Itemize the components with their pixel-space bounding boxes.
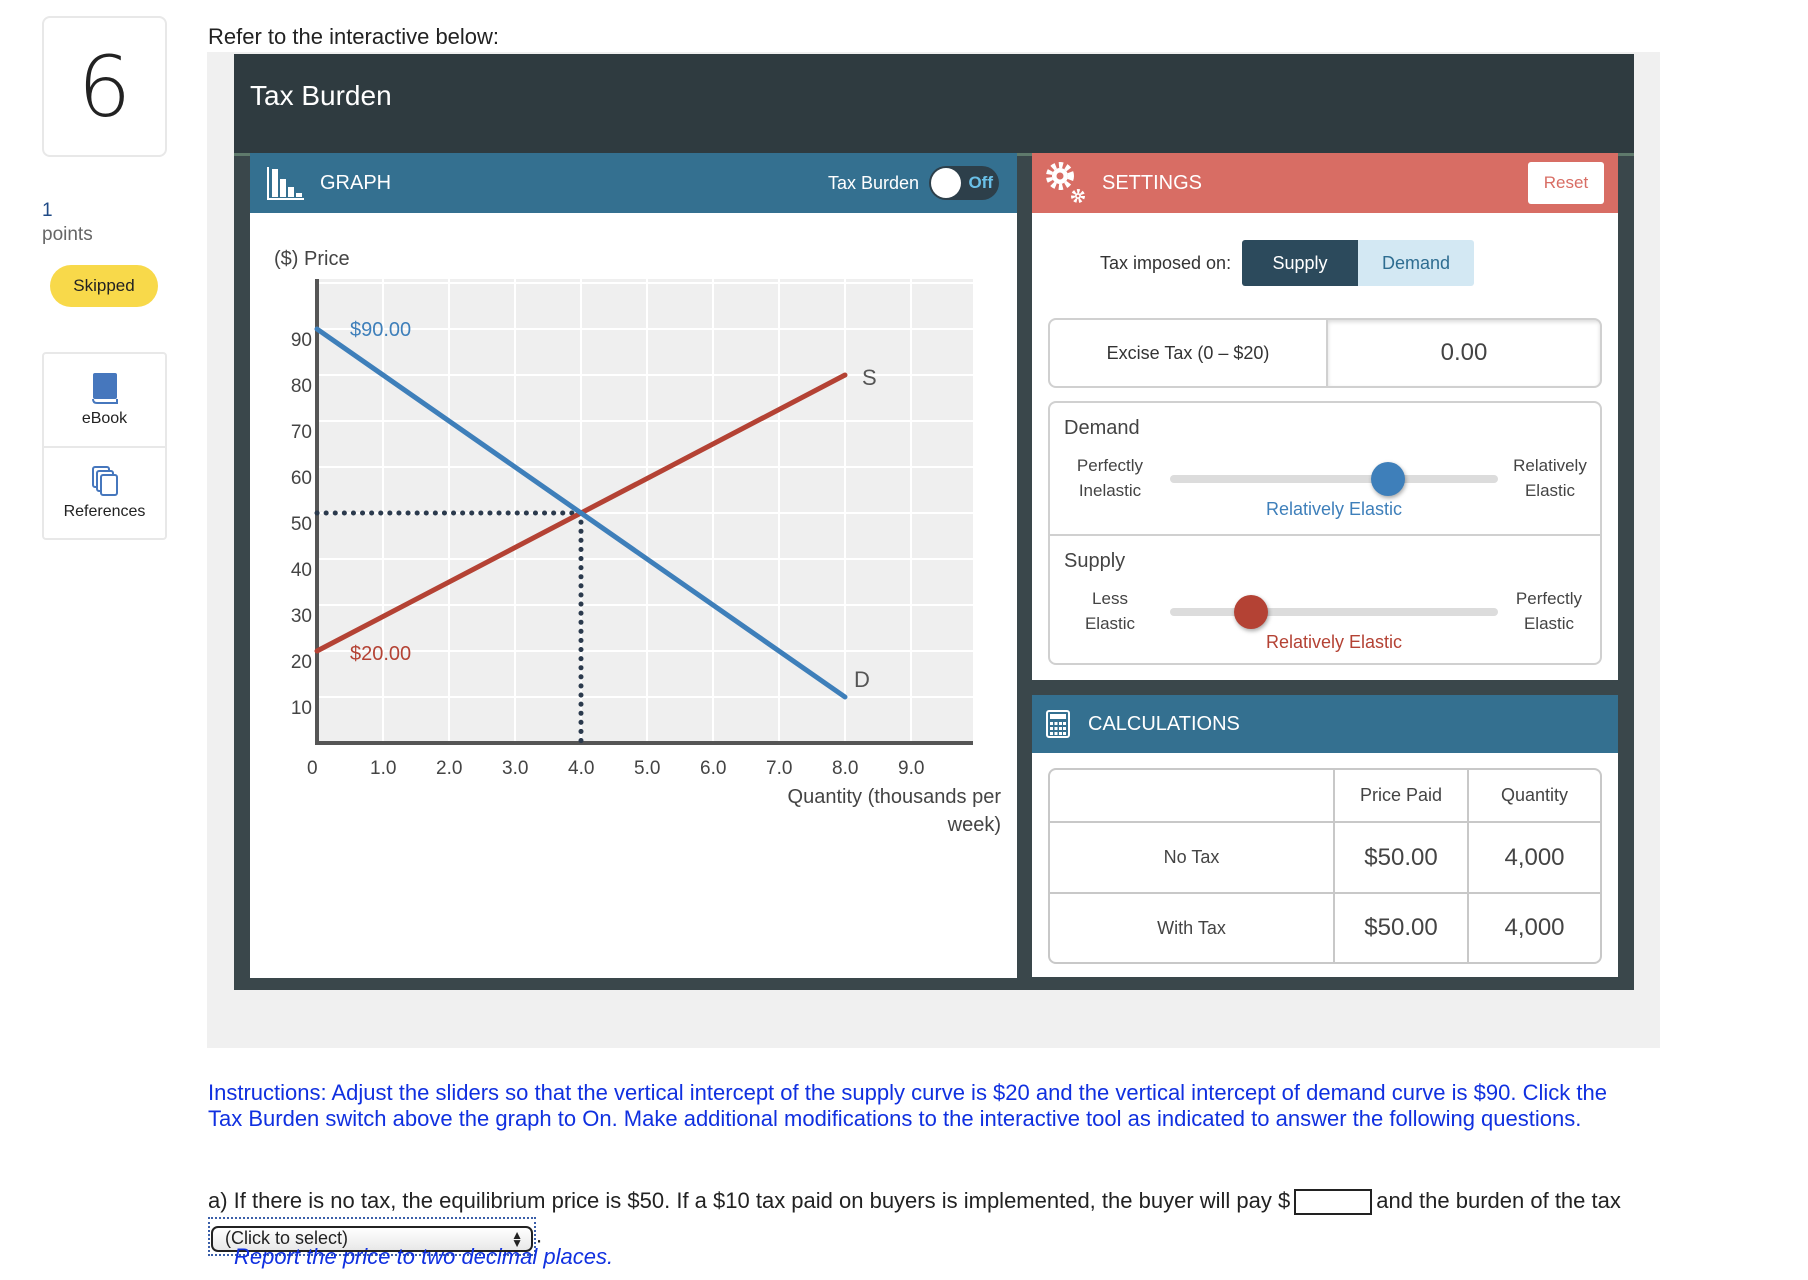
points-label: points bbox=[42, 224, 93, 245]
table-header-row: Price Paid Quantity bbox=[1050, 770, 1600, 824]
x-axis-label: Quantity (thousands per week) bbox=[787, 786, 1001, 836]
references-label: References bbox=[63, 503, 146, 520]
demand-intercept-label: $90.00 bbox=[350, 319, 412, 341]
demand-slider-track[interactable] bbox=[1170, 462, 1498, 496]
excise-tax-input[interactable]: 0.00 bbox=[1326, 320, 1600, 386]
demand-left-label: Perfectly Inelastic bbox=[1076, 456, 1144, 500]
supply-slider-section: Supply Less Elastic Perfectly Elastic Re… bbox=[1050, 534, 1600, 665]
calculations-header: CALCULATIONS bbox=[1032, 695, 1618, 753]
elasticity-sliders: Demand Perfectly Inelastic Relatively El… bbox=[1048, 401, 1602, 665]
tax-on-supply-button[interactable]: Supply bbox=[1242, 240, 1358, 286]
calculations-table: Price Paid Quantity No Tax $50.00 4,000 … bbox=[1048, 768, 1602, 964]
prompt-text: Refer to the interactive below: bbox=[208, 24, 500, 49]
calculations-title: CALCULATIONS bbox=[1088, 712, 1240, 735]
demand-slider-section: Demand Perfectly Inelastic Relatively El… bbox=[1050, 403, 1600, 534]
demand-slider-value: Relatively Elastic bbox=[1265, 499, 1403, 519]
demand-slider-knob[interactable] bbox=[1371, 462, 1405, 496]
bar-chart-icon bbox=[267, 167, 304, 200]
supply-right-label: Perfectly Elastic bbox=[1515, 589, 1583, 633]
question-text-2: and the burden of the tax bbox=[1376, 1188, 1621, 1213]
tax-burden-toggle[interactable]: Off bbox=[929, 166, 999, 200]
header-price-paid: Price Paid bbox=[1333, 770, 1469, 824]
burden-select-value: (Click to select) bbox=[225, 1228, 349, 1248]
tax-imposed-label: Tax imposed on: bbox=[1100, 253, 1232, 273]
references-button[interactable]: References bbox=[44, 446, 165, 538]
quantity-cell: 4,000 bbox=[1467, 892, 1600, 962]
supply-slider-track[interactable] bbox=[1170, 595, 1498, 629]
points-value: 1 bbox=[42, 200, 53, 221]
ebook-label: eBook bbox=[81, 410, 128, 427]
supply-demand-chart bbox=[314, 279, 973, 746]
excise-tax-field: Excise Tax (0 – $20) 0.00 bbox=[1048, 318, 1602, 388]
copies-icon bbox=[91, 466, 118, 496]
calculator-icon bbox=[1046, 710, 1070, 738]
supply-slider-title: Supply bbox=[1064, 550, 1126, 572]
instructions-text: Instructions: Adjust the sliders so that… bbox=[208, 1080, 1607, 1131]
x-tick-labels: 0 1.0 2.0 3.0 4.0 5.0 6.0 7.0 8.0 9.0 bbox=[307, 758, 925, 779]
graph-title: GRAPH bbox=[320, 171, 392, 194]
updown-arrows-icon: ▲ ▼ bbox=[511, 1227, 523, 1250]
interactive-header bbox=[234, 54, 1634, 156]
graph-header: GRAPH Tax Burden Off bbox=[250, 153, 1017, 213]
demand-right-label: Relatively Elastic bbox=[1513, 456, 1587, 500]
demand-slider-title: Demand bbox=[1064, 417, 1140, 439]
supply-slider-knob[interactable] bbox=[1234, 595, 1268, 629]
buyer-price-input[interactable] bbox=[1294, 1189, 1373, 1216]
table-row: No Tax $50.00 4,000 bbox=[1050, 821, 1600, 895]
row-label: With Tax bbox=[1050, 892, 1335, 962]
supply-left-label: Less Elastic bbox=[1084, 589, 1136, 633]
row-label: No Tax bbox=[1050, 821, 1335, 895]
supply-curve-label: S bbox=[862, 365, 877, 390]
header-quantity: Quantity bbox=[1467, 770, 1600, 824]
settings-header: SETTINGS Reset bbox=[1032, 153, 1618, 213]
table-row: With Tax $50.00 4,000 bbox=[1050, 892, 1600, 962]
question-text-1: a) If there is no tax, the equilibrium p… bbox=[208, 1188, 1291, 1213]
tax-burden-toggle-label: Tax Burden bbox=[827, 172, 919, 193]
report-note: Report the price to two decimal places. bbox=[234, 1244, 614, 1269]
burden-select[interactable]: (Click to select) ▲ ▼ bbox=[211, 1225, 533, 1252]
status-badge: Skipped bbox=[50, 265, 158, 307]
question-end: . bbox=[536, 1222, 543, 1248]
price-paid-cell: $50.00 bbox=[1333, 821, 1469, 895]
y-tick-labels: 90 80 70 60 50 40 30 20 10 bbox=[290, 330, 312, 719]
quantity-cell: 4,000 bbox=[1467, 821, 1600, 895]
interactive-title: Tax Burden bbox=[250, 80, 392, 111]
price-paid-cell: $50.00 bbox=[1333, 892, 1469, 962]
y-axis-label: ($) Price bbox=[274, 248, 350, 270]
reset-button[interactable]: Reset bbox=[1528, 162, 1604, 204]
demand-curve-label: D bbox=[854, 667, 870, 692]
ebook-button[interactable]: eBook bbox=[44, 354, 165, 446]
burden-select-focus: (Click to select) ▲ ▼ bbox=[208, 1217, 536, 1256]
toggle-knob bbox=[931, 168, 961, 198]
supply-intercept-label: $20.00 bbox=[350, 643, 412, 665]
tax-imposed-segmented: Supply Demand bbox=[1242, 240, 1474, 286]
toggle-state: Off bbox=[968, 173, 993, 192]
demand-curve bbox=[314, 326, 848, 700]
tax-on-demand-button[interactable]: Demand bbox=[1358, 240, 1474, 286]
excise-tax-label: Excise Tax (0 – $20) bbox=[1106, 342, 1270, 363]
gears-icon bbox=[1046, 162, 1085, 203]
header-blank bbox=[1050, 770, 1335, 824]
book-icon bbox=[91, 373, 118, 404]
settings-title: SETTINGS bbox=[1102, 171, 1203, 194]
question-part-a: a) If there is no tax, the equilibrium p… bbox=[208, 1184, 1628, 1256]
supply-slider-value: Relatively Elastic bbox=[1265, 632, 1403, 652]
question-number: 6 bbox=[42, 16, 167, 157]
resources-box: eBook References bbox=[42, 352, 167, 540]
graph-panel: ($) Price 90 80 70 60 50 40 30 20 10 $90.00 $20.… bbox=[250, 153, 1017, 978]
